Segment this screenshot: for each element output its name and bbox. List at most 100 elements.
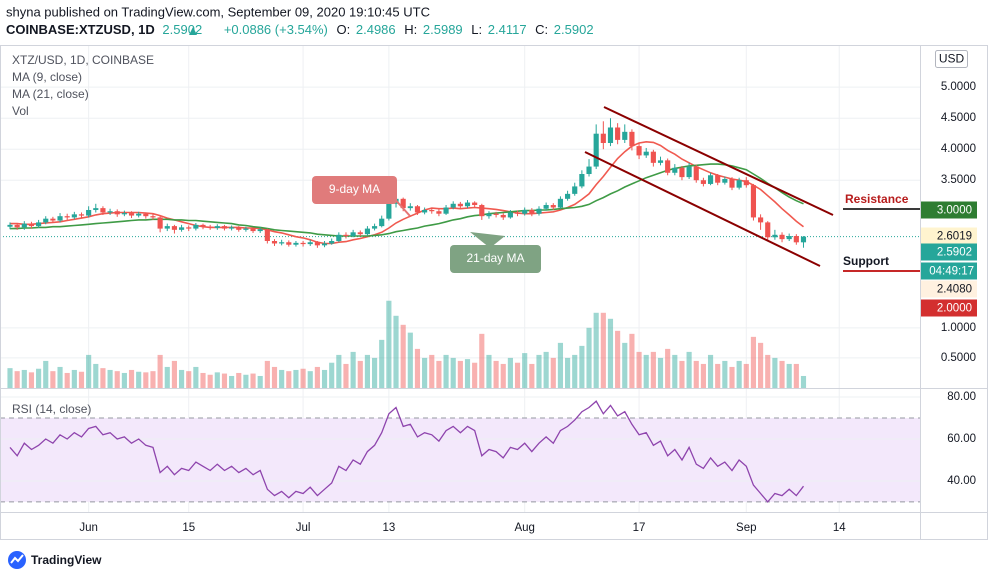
volume-bar	[357, 360, 363, 388]
volume-bar	[150, 371, 156, 388]
rsi-line	[9, 400, 805, 503]
candle-body	[236, 227, 242, 230]
rsi-tick-label: 40.00	[947, 475, 976, 487]
candle-body	[279, 242, 285, 244]
x-tick-label: 14	[833, 522, 846, 534]
candle-body	[429, 209, 435, 212]
volume-bar	[50, 371, 56, 388]
candle-body	[493, 213, 499, 215]
volume-tick-label: 1.0000	[941, 322, 976, 334]
volume-bar	[164, 366, 170, 388]
candle-body	[636, 146, 642, 156]
candle-body	[472, 202, 478, 206]
y-tick-label: 3.5000	[941, 174, 976, 186]
volume-bar	[414, 348, 421, 388]
currency-button[interactable]	[935, 50, 968, 68]
volume-bar	[522, 353, 528, 388]
candle-body	[250, 228, 256, 232]
candle-body	[707, 175, 714, 184]
volume-bar	[21, 369, 27, 388]
volume-bar	[657, 357, 664, 388]
volume-bar	[207, 374, 213, 388]
volume-bar	[193, 366, 199, 388]
callout-text: 9-day MA	[329, 182, 380, 196]
candle-body	[400, 198, 406, 209]
countdown: 04:49:17	[929, 266, 974, 278]
volume-bar	[86, 354, 92, 388]
volume-bar	[765, 354, 771, 388]
published-line: shyna published on TradingView.com, Sept…	[6, 4, 430, 19]
volume-bar	[379, 339, 385, 388]
candle-body	[779, 234, 785, 240]
volume-tick-label: 0.5000	[941, 352, 976, 364]
volume-bar	[536, 354, 542, 388]
volume-bar	[136, 371, 142, 388]
candle-body	[600, 133, 606, 143]
candle-body	[607, 127, 614, 143]
candle-body	[36, 222, 42, 227]
candle-body	[64, 216, 70, 218]
volume-bar	[7, 368, 13, 388]
volume-bar	[264, 360, 270, 388]
change: +0.0886 (+3.54%)	[224, 22, 328, 37]
footer-logo	[8, 551, 26, 569]
y-tick-label: 4.0000	[941, 143, 976, 155]
volume-bar	[607, 318, 614, 388]
volume-bar	[329, 362, 335, 388]
volume-bar	[514, 362, 521, 388]
price-label-box	[921, 280, 977, 298]
candle-body	[321, 243, 328, 246]
volume-bar	[622, 342, 628, 388]
volume-bar	[793, 363, 799, 388]
footer-brand: TradingView	[31, 553, 102, 567]
ohlc-value: 2.4117	[488, 22, 527, 37]
ohlc-value: 2.5989	[423, 22, 463, 37]
volume-bar	[407, 332, 413, 388]
candle-body	[443, 207, 449, 214]
volume-bar	[550, 357, 556, 388]
volume-bar	[28, 372, 35, 388]
volume-bar	[800, 375, 807, 388]
candle-body	[615, 127, 621, 140]
candle-body	[43, 218, 49, 223]
price-label: 3.0000	[937, 205, 972, 217]
candle-body	[736, 180, 742, 188]
volume-bar	[700, 363, 706, 388]
volume-bar	[279, 369, 285, 388]
candle-body	[700, 180, 706, 184]
x-tick-label: 13	[382, 522, 395, 534]
volume-bar	[450, 357, 456, 388]
trend-line	[584, 151, 821, 267]
volume-bar	[157, 354, 163, 388]
volume-bar	[422, 357, 428, 388]
ohlc-label: L:	[471, 22, 482, 37]
candle-body	[329, 241, 335, 244]
volume-bar	[43, 360, 49, 388]
candle-body	[50, 218, 56, 221]
candle-body	[243, 228, 249, 230]
candle-body	[550, 205, 556, 208]
candle-body	[136, 213, 142, 216]
candle-body	[357, 232, 363, 235]
volume-bar	[71, 369, 77, 388]
volume-bar	[343, 363, 349, 388]
volume-bar	[314, 366, 320, 388]
volume-bar	[500, 363, 506, 388]
symbol-line: COINBASE:XTZUSD, 1D 2.5902 +0.0886 (+3.5…	[6, 22, 594, 37]
legend-entry: RSI (14, close)	[12, 402, 91, 416]
price-label-box	[921, 227, 977, 245]
volume-bar	[722, 360, 728, 388]
volume-bar	[429, 354, 435, 388]
candle-body	[579, 174, 585, 187]
price-label-box	[921, 201, 977, 219]
candle-body	[86, 209, 92, 216]
up-arrow	[189, 27, 197, 35]
candle-body	[486, 213, 492, 217]
rsi-tick-label: 80.00	[947, 391, 976, 403]
volume-bar	[565, 357, 571, 388]
candle-body	[786, 236, 792, 240]
volume-bar	[307, 371, 313, 388]
candle-body	[593, 133, 599, 167]
callout-arrow	[470, 232, 505, 248]
volume-bar	[443, 354, 449, 388]
